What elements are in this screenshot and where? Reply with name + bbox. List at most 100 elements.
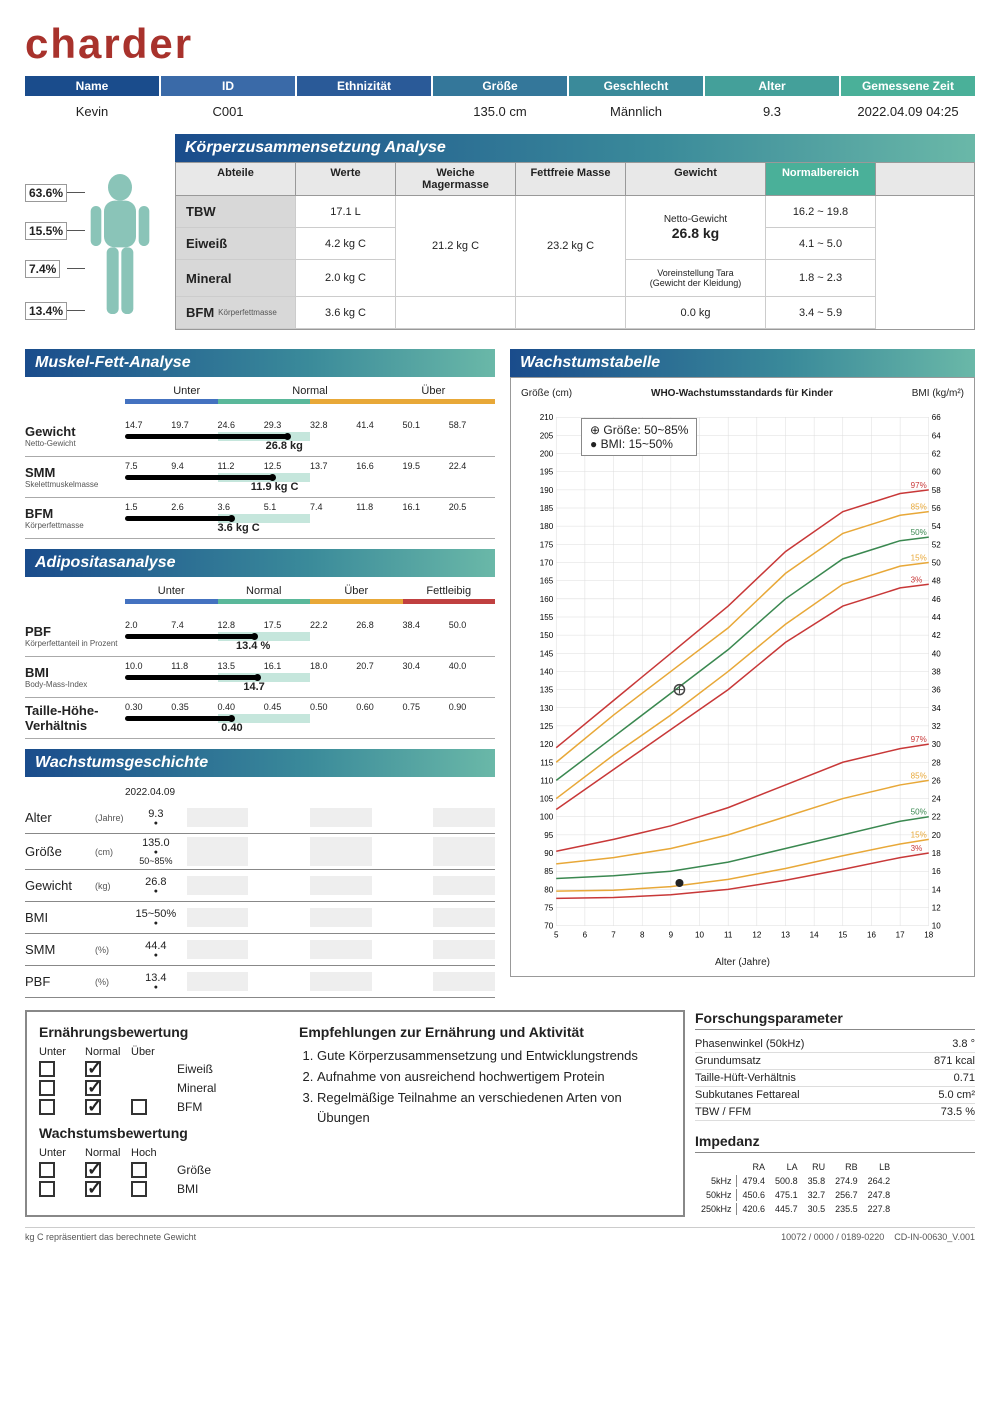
svg-text:160: 160 — [540, 595, 554, 604]
svg-text:9: 9 — [669, 931, 674, 940]
header-label: Größe — [433, 76, 567, 96]
svg-text:6: 6 — [583, 931, 588, 940]
svg-text:34: 34 — [932, 704, 941, 713]
svg-text:14: 14 — [810, 931, 819, 940]
header-value: Kevin — [25, 99, 159, 124]
header-value: 9.3 — [705, 99, 839, 124]
svg-text:75: 75 — [544, 904, 553, 913]
svg-text:11: 11 — [724, 931, 733, 940]
svg-text:44: 44 — [932, 613, 941, 622]
analysis-row: BMIBody-Mass-Index 10.011.813.516.118.02… — [25, 657, 495, 698]
header-value: 2022.04.09 04:25 — [841, 99, 975, 124]
svg-text:100: 100 — [540, 813, 554, 822]
comp-col-header: Fettfreie Masse — [516, 163, 626, 195]
svg-text:140: 140 — [540, 667, 554, 676]
svg-text:46: 46 — [932, 595, 941, 604]
svg-text:190: 190 — [540, 486, 554, 495]
header-value: C001 — [161, 99, 295, 124]
svg-text:15: 15 — [838, 931, 847, 940]
svg-text:125: 125 — [540, 722, 554, 731]
assessment-box: Ernährungsbewertung UnterNormalÜberEiwei… — [25, 1010, 685, 1217]
svg-text:18: 18 — [932, 849, 941, 858]
svg-text:60: 60 — [932, 468, 941, 477]
svg-text:135: 135 — [540, 686, 554, 695]
header-values: KevinC001 135.0 cmMännlich9.32022.04.09 0… — [25, 99, 975, 124]
svg-text:24: 24 — [932, 795, 941, 804]
svg-text:28: 28 — [932, 758, 941, 767]
header-value: Männlich — [569, 99, 703, 124]
checkbox — [39, 1080, 55, 1096]
checkbox — [39, 1181, 55, 1197]
svg-text:30: 30 — [932, 740, 941, 749]
research-row: Taille-Hüft-Verhältnis0.71 — [695, 1070, 975, 1087]
checkbox — [131, 1162, 147, 1178]
svg-text:95: 95 — [544, 831, 553, 840]
svg-text:12: 12 — [752, 931, 761, 940]
recs-list: Gute Körperzusammensetzung und Entwicklu… — [317, 1046, 671, 1129]
svg-text:64: 64 — [932, 431, 941, 440]
pct-label: 13.4% — [25, 302, 67, 320]
svg-text:12: 12 — [932, 904, 941, 913]
svg-text:165: 165 — [540, 577, 554, 586]
checkbox — [39, 1162, 55, 1178]
svg-text:38: 38 — [932, 667, 941, 676]
svg-text:200: 200 — [540, 450, 554, 459]
svg-text:115: 115 — [540, 758, 553, 767]
svg-text:195: 195 — [540, 468, 554, 477]
analysis-row: Taille-Höhe-Verhältnis 0.300.350.400.450… — [25, 698, 495, 739]
header-label: Gemessene Zeit — [841, 76, 975, 96]
checkbox — [85, 1162, 101, 1178]
logo: charder — [25, 20, 975, 68]
header-value: 135.0 cm — [433, 99, 567, 124]
research-params: Forschungsparameter Phasenwinkel (50kHz)… — [695, 1010, 975, 1217]
analysis-row: BFMKörperfettmasse 1.52.63.65.17.411.816… — [25, 498, 495, 539]
growth-hist-row: BMI 15~50%● — [25, 902, 495, 934]
research-row: TBW / FFM73.5 % — [695, 1104, 975, 1121]
growth-hist-row: Größe(cm) 135.0●50~85% — [25, 834, 495, 870]
header-label: ID — [161, 76, 295, 96]
comp-col-header: Normalbereich — [766, 163, 876, 195]
growth-hist-row: SMM(%) 44.4● — [25, 934, 495, 966]
header-labels: NameIDEthnizitätGrößeGeschlechtAlterGeme… — [25, 76, 975, 96]
svg-text:210: 210 — [540, 413, 554, 422]
svg-text:26: 26 — [932, 776, 941, 785]
footer: kg C repräsentiert das berechnete Gewich… — [25, 1227, 975, 1242]
svg-text:58: 58 — [932, 486, 941, 495]
svg-text:185: 185 — [540, 504, 554, 513]
svg-text:10: 10 — [932, 922, 941, 931]
svg-text:62: 62 — [932, 450, 941, 459]
svg-text:42: 42 — [932, 631, 941, 640]
research-row: Phasenwinkel (50kHz)3.8 ° — [695, 1036, 975, 1053]
svg-text:145: 145 — [540, 649, 554, 658]
header-label: Name — [25, 76, 159, 96]
check-row: Eiweiß — [39, 1061, 279, 1077]
svg-text:15%: 15% — [911, 553, 927, 562]
checkbox — [131, 1181, 147, 1197]
svg-text:70: 70 — [544, 922, 553, 931]
growth-assess-title: Wachstumsbewertung — [39, 1125, 279, 1141]
svg-text:48: 48 — [932, 577, 941, 586]
svg-text:13: 13 — [781, 931, 790, 940]
svg-text:20: 20 — [932, 831, 941, 840]
research-row: Grundumsatz871 kcal — [695, 1053, 975, 1070]
svg-text:3%: 3% — [911, 844, 923, 853]
svg-text:97%: 97% — [911, 481, 927, 490]
body-composition: 63.6%15.5%7.4%13.4% Körperzusammensetzun… — [25, 134, 975, 337]
growth-hist-row: Gewicht(kg) 26.8● — [25, 870, 495, 902]
svg-text:16: 16 — [932, 867, 941, 876]
svg-text:90: 90 — [544, 849, 553, 858]
svg-text:85%: 85% — [911, 771, 927, 780]
svg-text:120: 120 — [540, 740, 554, 749]
comp-col-header: Werte — [296, 163, 396, 195]
check-row: BFM — [39, 1099, 279, 1115]
svg-text:85: 85 — [544, 867, 553, 876]
svg-text:36: 36 — [932, 686, 941, 695]
svg-text:14: 14 — [932, 885, 941, 894]
nutrition-title: Ernährungsbewertung — [39, 1024, 279, 1040]
svg-text:110: 110 — [540, 776, 553, 785]
svg-text:18: 18 — [924, 931, 933, 940]
svg-text:180: 180 — [540, 522, 554, 531]
svg-text:155: 155 — [540, 613, 554, 622]
svg-text:15%: 15% — [911, 830, 927, 839]
svg-text:40: 40 — [932, 649, 941, 658]
